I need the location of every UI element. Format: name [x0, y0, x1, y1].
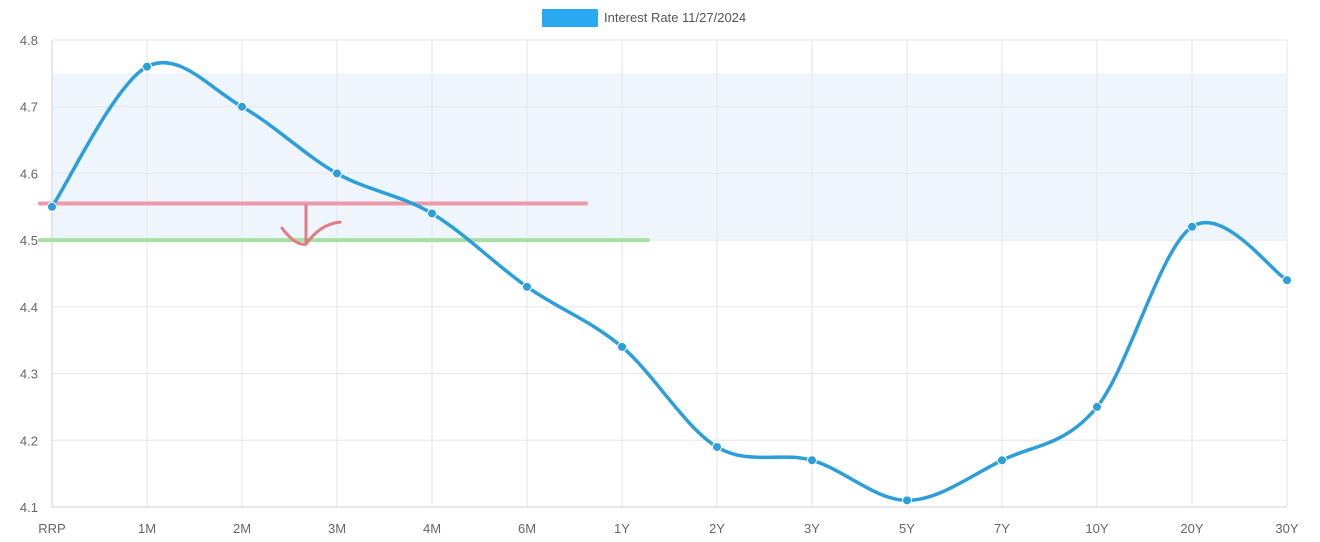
data-point-20y[interactable]	[1187, 221, 1197, 232]
x-tick-label: 2M	[233, 521, 251, 536]
data-point-3m[interactable]	[332, 168, 342, 179]
series-point-layer	[47, 61, 1292, 506]
x-tick-label: 30Y	[1275, 521, 1298, 536]
x-tick-label: 1Y	[614, 521, 630, 536]
legend-swatch[interactable]	[542, 9, 598, 27]
legend[interactable]: Interest Rate 11/27/2024	[542, 9, 746, 27]
data-point-4m[interactable]	[427, 208, 437, 219]
data-point-1m[interactable]	[142, 61, 152, 72]
legend-label[interactable]: Interest Rate 11/27/2024	[604, 10, 746, 25]
arrow-head	[280, 220, 342, 246]
y-tick-label: 4.7	[20, 100, 38, 115]
y-tick-label: 4.1	[20, 500, 38, 515]
data-point-5y[interactable]	[902, 495, 912, 506]
data-point-30y[interactable]	[1282, 275, 1292, 286]
x-tick-label: 1M	[138, 521, 156, 536]
shaded-band	[52, 73, 1287, 241]
data-point-6m[interactable]	[522, 281, 532, 292]
data-point-10y[interactable]	[1092, 401, 1102, 412]
y-tick-label: 4.3	[20, 367, 38, 382]
x-tick-label: 4M	[423, 521, 441, 536]
y-tick-labels: 4.1 4.2 4.3 4.4 4.5 4.6 4.7 4.8	[20, 33, 38, 515]
x-tick-label: 3M	[328, 521, 346, 536]
x-tick-label: 7Y	[994, 521, 1010, 536]
x-tick-label: 10Y	[1085, 521, 1108, 536]
x-tick-label: 20Y	[1180, 521, 1203, 536]
x-tick-label: 3Y	[804, 521, 820, 536]
annotation-layer	[38, 201, 650, 246]
data-point-3y[interactable]	[807, 455, 817, 466]
x-tick-label: RRP	[38, 521, 65, 536]
data-point-1y[interactable]	[617, 341, 627, 352]
y-tick-label: 4.2	[20, 433, 38, 448]
data-point-rrp[interactable]	[47, 201, 57, 212]
y-tick-label: 4.6	[20, 166, 38, 181]
grid-layer	[51, 39, 1288, 508]
y-tick-label: 4.8	[20, 33, 38, 48]
data-point-7y[interactable]	[997, 455, 1007, 466]
x-tick-label: 5Y	[899, 521, 915, 536]
x-tick-label: 2Y	[709, 521, 725, 536]
x-tick-label: 6M	[518, 521, 536, 536]
x-tick-labels: RRP 1M 2M 3M 4M 6M 1Y 2Y 3Y 5Y 7Y 10Y 20Y 30Y	[38, 521, 1299, 536]
y-tick-label: 4.5	[20, 233, 38, 248]
data-point-2m[interactable]	[237, 101, 247, 112]
data-point-2y[interactable]	[712, 441, 722, 452]
y-tick-label: 4.4	[20, 300, 38, 315]
shaded-band-layer	[52, 73, 1287, 241]
